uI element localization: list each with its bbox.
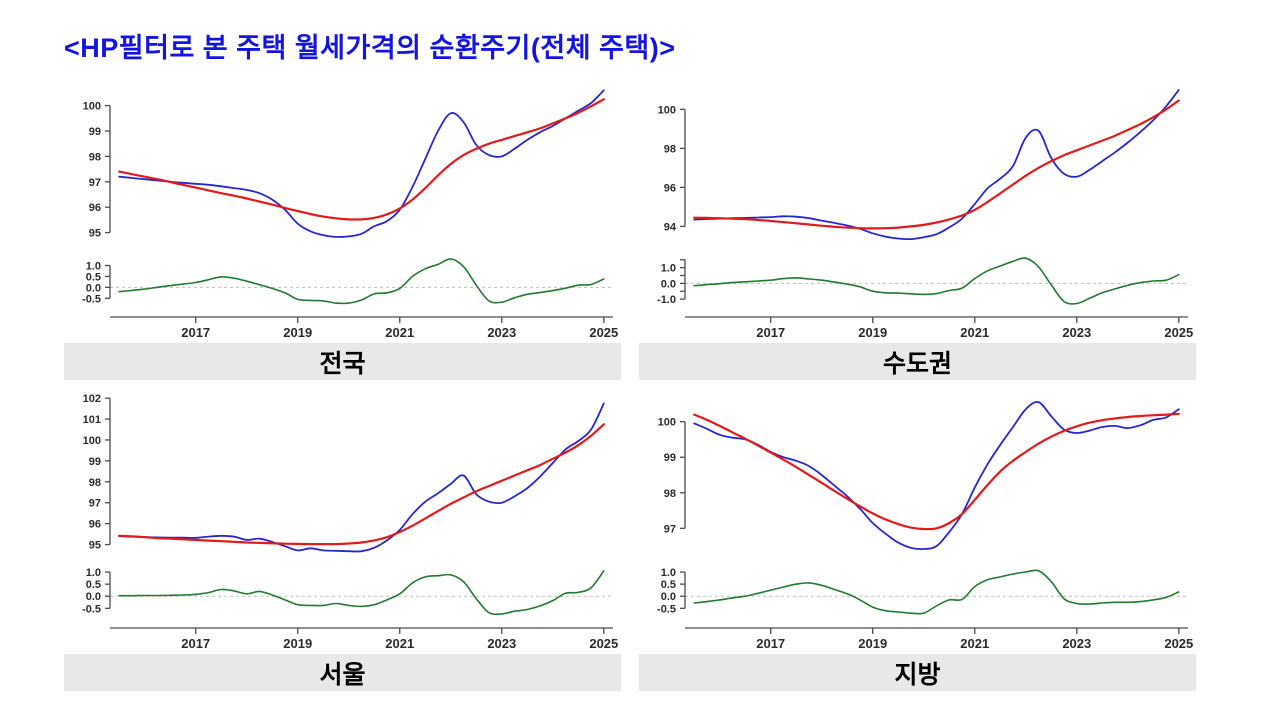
svg-text:0.5: 0.5	[86, 579, 101, 591]
panel-label-text: 전국	[319, 349, 366, 378]
cycle-chart-regions: 1.00.50.0-0.5 2017 2019 2021 2023 2025	[657, 567, 1193, 651]
svg-text:98: 98	[89, 477, 101, 489]
panel-label-capital-area: 수도권	[639, 343, 1196, 380]
svg-text:98: 98	[664, 143, 676, 155]
svg-text:2019: 2019	[283, 325, 312, 340]
svg-text:95: 95	[89, 228, 101, 240]
svg-text:2025: 2025	[1164, 636, 1193, 651]
svg-text:100: 100	[83, 435, 101, 447]
svg-text:2017: 2017	[181, 325, 210, 340]
svg-text:-0.5: -0.5	[82, 293, 101, 305]
cycle-chart-seoul: 1.00.50.0-0.5 2017 2019 2021 2023 2025	[82, 567, 618, 651]
panel-label-text: 서울	[319, 660, 366, 689]
svg-text:1.0: 1.0	[661, 567, 676, 579]
svg-text:99: 99	[89, 456, 101, 468]
svg-text:2025: 2025	[1164, 325, 1193, 340]
svg-text:2019: 2019	[858, 325, 887, 340]
price-level-chart-capital-area: 94 96 98 100	[658, 89, 1180, 241]
svg-text:95: 95	[89, 540, 101, 552]
svg-text:0.0: 0.0	[661, 278, 676, 290]
price-level-chart-regions: 97 98 99 100	[658, 400, 1180, 551]
svg-text:2019: 2019	[283, 636, 312, 651]
svg-text:1.0: 1.0	[86, 567, 101, 579]
svg-text:2017: 2017	[756, 636, 785, 651]
svg-text:-1.0: -1.0	[657, 294, 676, 306]
panel-label-nationwide: 전국	[64, 343, 621, 380]
svg-text:99: 99	[89, 126, 101, 138]
panel-seoul: 95 96 97 98 99 100 101 102 1.0 0.5 0.0 -0.5 2017 201…	[64, 390, 621, 691]
page-title: <HP필터로 본 주택 월세가격의 순환주기(전체 주택)>	[64, 33, 676, 63]
svg-text:101: 101	[83, 414, 101, 426]
svg-text:2023: 2023	[1062, 636, 1091, 651]
svg-text:0.0: 0.0	[86, 591, 101, 603]
svg-text:2019: 2019	[858, 636, 887, 651]
panel-nationwide: 95 96 97 98 99 100 1.0 0.5 0.0 -0.5 2017 2019 2021 2…	[64, 79, 621, 380]
svg-text:96: 96	[89, 519, 101, 531]
svg-text:97: 97	[89, 498, 101, 510]
svg-text:100: 100	[83, 101, 101, 113]
cycle-chart-capital-area: 1.0 0.0 -1.0 2017 2019 2021 2023 2025	[657, 257, 1193, 340]
panel-label-text: 지방	[894, 660, 941, 689]
charts-grid: 95 96 97 98 99 100 1.0 0.5 0.0 -0.5 2017 2019 2021 2…	[64, 79, 1280, 691]
svg-text:1.0: 1.0	[661, 263, 676, 275]
svg-text:96: 96	[89, 202, 101, 214]
svg-text:0.5: 0.5	[661, 579, 676, 591]
svg-text:2017: 2017	[756, 325, 785, 340]
svg-text:2017: 2017	[181, 636, 210, 651]
svg-text:1.0: 1.0	[86, 260, 101, 272]
svg-text:2021: 2021	[960, 636, 989, 651]
svg-text:98: 98	[89, 151, 101, 163]
cycle-chart-nationwide: 1.00.50.0-0.5 2017 2019 2021 2023 2025	[82, 258, 618, 340]
svg-text:2021: 2021	[385, 325, 414, 340]
svg-text:98: 98	[664, 488, 676, 500]
svg-text:100: 100	[658, 104, 676, 116]
svg-text:97: 97	[664, 523, 676, 535]
panel-label-text: 수도권	[882, 349, 952, 378]
panel-label-regions: 지방	[639, 654, 1196, 691]
svg-text:2021: 2021	[960, 325, 989, 340]
panel-capital-area: 94 96 98 100 1.0 0.0 -1.0 2017 2019 2021 2023 2025…	[639, 79, 1196, 380]
svg-text:0.0: 0.0	[86, 282, 101, 294]
svg-text:102: 102	[83, 393, 101, 405]
panel-regions: 97 98 99 100 1.0 0.5 0.0 -0.5 2017 2019 2021 2023 2…	[639, 390, 1196, 691]
svg-text:2025: 2025	[589, 325, 618, 340]
svg-text:-0.5: -0.5	[657, 603, 676, 615]
svg-text:97: 97	[89, 177, 101, 189]
price-level-chart-nationwide: 95 96 97 98 99 100	[83, 89, 605, 240]
svg-text:2023: 2023	[1062, 325, 1091, 340]
price-level-chart-seoul: 95 96 97 98 99 100 101 102	[83, 393, 605, 553]
svg-text:2023: 2023	[487, 325, 516, 340]
svg-text:99: 99	[664, 452, 676, 464]
svg-text:0.0: 0.0	[661, 591, 676, 603]
panel-label-seoul: 서울	[64, 654, 621, 691]
svg-text:96: 96	[664, 182, 676, 194]
svg-text:94: 94	[664, 221, 677, 233]
svg-text:100: 100	[658, 417, 676, 429]
svg-text:2025: 2025	[589, 636, 618, 651]
svg-text:0.5: 0.5	[86, 271, 101, 283]
svg-text:2023: 2023	[487, 636, 516, 651]
svg-text:2021: 2021	[385, 636, 414, 651]
svg-text:-0.5: -0.5	[82, 603, 101, 615]
